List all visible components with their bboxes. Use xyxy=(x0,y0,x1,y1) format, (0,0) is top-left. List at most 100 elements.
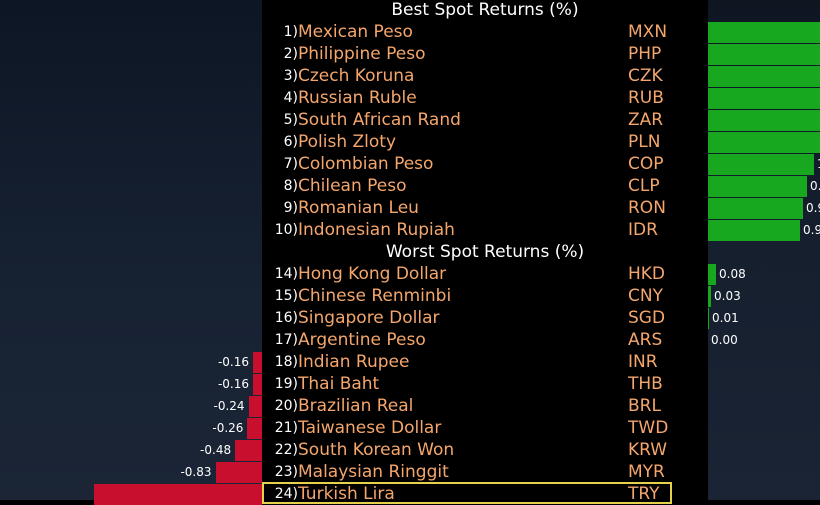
value-label: 1.06 xyxy=(817,157,820,171)
currency-code: THB xyxy=(628,374,663,394)
value-label: -0.83 xyxy=(180,465,212,479)
rank-label: 8) xyxy=(283,178,298,194)
currency-name: Malaysian Ringgit xyxy=(298,462,449,482)
rank-label: 7) xyxy=(283,156,298,172)
bar-sgd xyxy=(708,308,709,329)
bar-try xyxy=(94,484,262,505)
currency-name: Russian Ruble xyxy=(298,88,417,108)
currency-code: SGD xyxy=(628,308,666,328)
bar-czk xyxy=(708,66,820,87)
currency-row: 18) Indian Rupee INR xyxy=(272,351,672,373)
bar-clp xyxy=(708,176,807,197)
value-label: 0.92 xyxy=(803,223,820,237)
currency-row: 15) Chinese Renminbi CNY xyxy=(272,285,672,307)
currency-code: MYR xyxy=(628,462,665,482)
currency-row: 22) South Korean Won KRW xyxy=(272,439,672,461)
currency-row: 21) Taiwanese Dollar TWD xyxy=(272,417,672,439)
rank-label: 4) xyxy=(283,90,298,106)
currency-name: Romanian Leu xyxy=(298,198,419,218)
currency-name: Mexican Peso xyxy=(298,22,413,42)
rank-label: 16) xyxy=(274,310,298,326)
currency-row: 24) Turkish Lira TRY xyxy=(272,483,672,505)
currency-code: IDR xyxy=(628,220,658,240)
currency-code: RUB xyxy=(628,88,664,108)
bar-cny xyxy=(708,286,711,307)
value-label: 0.00 xyxy=(711,333,738,347)
currency-row: 2) Philippine Peso PHP xyxy=(272,43,672,65)
currency-name: Colombian Peso xyxy=(298,154,434,174)
value-label: 0.08 xyxy=(719,267,746,281)
currency-row: 3) Czech Koruna CZK xyxy=(272,65,672,87)
currency-row: 16) Singapore Dollar SGD xyxy=(272,307,672,329)
currency-code: PLN xyxy=(628,132,661,152)
highlight-box xyxy=(262,482,672,504)
rank-label: 5) xyxy=(283,112,298,128)
currency-row: 7) Colombian Peso COP xyxy=(272,153,672,175)
section-title: Worst Spot Returns (%) xyxy=(385,242,585,262)
rank-label: 23) xyxy=(274,464,298,480)
currency-code: COP xyxy=(628,154,664,174)
currency-row: 5) South African Rand ZAR xyxy=(272,109,672,131)
bar-hkd xyxy=(708,264,716,285)
currency-code: KRW xyxy=(628,440,668,460)
currency-code: CZK xyxy=(628,66,663,86)
bar-krw xyxy=(235,440,262,461)
rank-label: 17) xyxy=(274,332,298,348)
bar-pln xyxy=(708,132,820,153)
currency-name: Chinese Renminbi xyxy=(298,286,452,306)
currency-name: Philippine Peso xyxy=(298,44,426,64)
currency-code: CLP xyxy=(628,176,660,196)
currency-name: Taiwanese Dollar xyxy=(298,418,442,438)
currency-name: Thai Baht xyxy=(298,374,380,394)
rank-label: 10) xyxy=(274,222,298,238)
currency-name: Indonesian Rupiah xyxy=(298,220,455,240)
rank-label: 19) xyxy=(274,376,298,392)
currency-code: ZAR xyxy=(628,110,664,130)
rank-label: 24) xyxy=(274,486,298,502)
value-label: -0.48 xyxy=(200,443,232,457)
currency-name: Polish Zloty xyxy=(298,132,397,152)
currency-code: PHP xyxy=(628,44,662,64)
bar-rub xyxy=(708,88,820,109)
bar-brl xyxy=(248,396,262,417)
currency-row: 23) Malaysian Ringgit MYR xyxy=(272,461,672,483)
currency-code: RON xyxy=(628,198,666,218)
section-title: Best Spot Returns (%) xyxy=(391,0,579,20)
rank-label: 20) xyxy=(274,398,298,414)
rank-label: 22) xyxy=(274,442,298,458)
currency-code: INR xyxy=(628,352,658,372)
value-label: -0.26 xyxy=(212,421,244,435)
currency-row: 1) Mexican Peso MXN xyxy=(272,21,672,43)
value-label: -0.24 xyxy=(213,399,245,413)
value-label: 0.01 xyxy=(712,311,739,325)
currency-row: 17) Argentine Peso ARS xyxy=(272,329,672,351)
currency-name: South Korean Won xyxy=(298,440,455,460)
bar-ron xyxy=(708,198,803,219)
bar-idr xyxy=(708,220,800,241)
bar-cop xyxy=(708,154,814,175)
rank-label: 9) xyxy=(283,200,298,216)
currency-code: MXN xyxy=(628,22,668,42)
rank-label: 18) xyxy=(274,354,298,370)
rank-label: 21) xyxy=(274,420,298,436)
currency-name: South African Rand xyxy=(298,110,461,130)
rank-label: 2) xyxy=(283,46,298,62)
bar-myr xyxy=(215,462,262,483)
currency-name: Turkish Lira xyxy=(298,484,395,504)
bar-twd xyxy=(247,418,262,439)
value-label: 0.95 xyxy=(806,201,820,215)
rank-label: 1) xyxy=(283,24,298,40)
value-label: 0.03 xyxy=(714,289,741,303)
currency-name: Argentine Peso xyxy=(298,330,426,350)
currency-list-panel xyxy=(262,0,708,500)
negative-bar-panel xyxy=(0,0,262,500)
currency-code: TRY xyxy=(628,484,660,504)
currency-code: ARS xyxy=(628,330,663,350)
currency-row: 8) Chilean Peso CLP xyxy=(272,175,672,197)
currency-name: Hong Kong Dollar xyxy=(298,264,447,284)
currency-row: 19) Thai Baht THB xyxy=(272,373,672,395)
value-label: 0.99 xyxy=(810,179,820,193)
currency-row: 4) Russian Ruble RUB xyxy=(272,87,672,109)
rank-label: 3) xyxy=(283,68,298,84)
currency-name: Singapore Dollar xyxy=(298,308,440,328)
